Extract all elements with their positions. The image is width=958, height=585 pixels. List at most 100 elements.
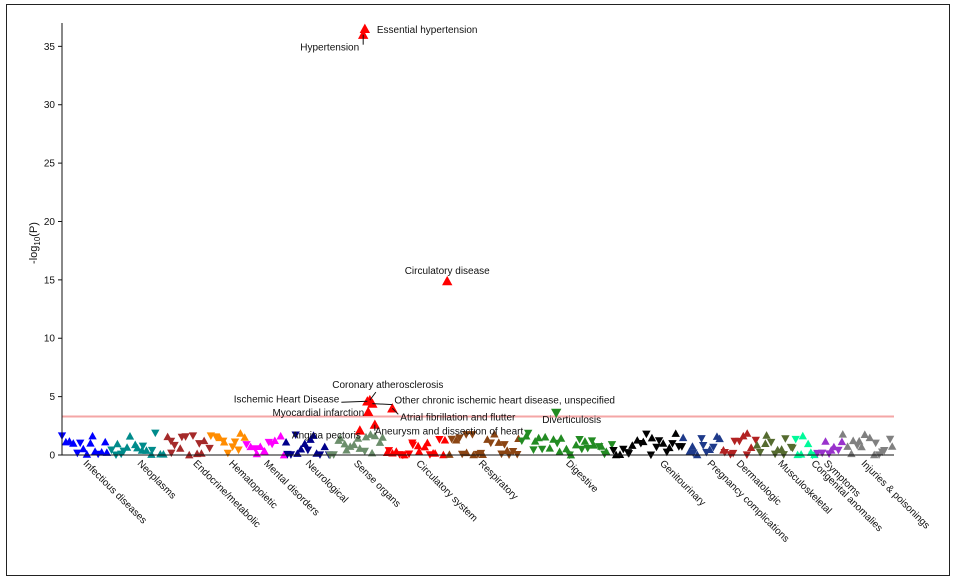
background-point [306,435,315,443]
y-tick-label: 0 [49,451,55,462]
background-point [796,450,806,458]
label-leader-line [369,391,377,401]
background-point [803,439,813,448]
background-point [205,444,214,453]
background-point [556,434,566,442]
background-point [468,431,477,439]
background-point [642,430,651,439]
background-point [583,444,592,453]
background-point [575,436,584,444]
labeled-point [442,275,453,286]
x-category-label: Genitourinary [657,458,707,508]
background-point [709,443,718,452]
point-label: Aneurysm and dissection of heart [375,427,524,438]
background-point [705,445,714,454]
svg-text:-log10(P): -log10(P) [28,222,42,264]
background-point [619,445,628,454]
labeled-point [354,425,366,435]
background-point [223,449,233,458]
x-category-label: Neoplasms [135,458,178,501]
background-point [236,429,245,437]
background-point [843,442,852,450]
background-point [720,448,729,457]
background-point [300,439,309,448]
background-point [107,446,116,455]
y-tick-label: 15 [44,275,56,286]
background-point [534,433,543,442]
background-point [587,437,597,445]
background-point [451,435,461,444]
background-point [336,433,345,442]
background-point [781,435,790,443]
background-point [562,444,571,453]
background-point [88,431,97,440]
point-label: Circulatory disease [405,266,490,277]
background-point [73,449,82,458]
background-point [798,431,807,440]
background-point [871,439,880,448]
y-tick-label: 25 [44,159,56,170]
background-point [199,436,209,445]
background-point [577,445,587,454]
background-point [762,431,771,439]
point-label: Atrial fibrillation and flutter [400,412,516,423]
point-label: Ischemic Heart Disease [234,394,340,405]
background-point [715,434,724,443]
background-point [82,450,92,458]
category-points-dermatologic [719,429,760,459]
point-label: Coronary atherosclerosis [332,380,443,391]
point-label: Angina pectoris [292,430,361,441]
category-points-respiratory [445,429,523,459]
chart-frame: -log10(P) 0 5 10 15 20 25 30 35 Infectious disea… [6,4,950,576]
background-point [688,442,697,450]
background-point [668,440,677,448]
labeled-point [359,23,371,33]
background-point [340,439,349,448]
background-point [847,449,856,458]
label-leader-line [391,407,399,415]
background-point [303,446,313,455]
background-point [860,430,869,438]
background-point [370,431,380,440]
labeled-point [551,408,562,419]
background-point [320,442,329,451]
background-point [435,436,444,444]
background-point [420,442,430,451]
background-point [138,442,148,451]
background-point [545,444,554,452]
background-point [291,431,300,440]
background-point [728,449,738,458]
labeled-point [357,29,369,39]
category-points-genitourinary [609,429,687,460]
background-point [69,439,78,447]
background-point [665,443,674,452]
point-label: Essential hypertension [377,25,478,36]
background-point [159,450,168,458]
background-point [361,432,371,441]
background-point [296,444,306,453]
background-point [885,435,895,444]
background-point [309,431,318,439]
background-point [252,449,262,458]
y-tick-label: 5 [49,392,55,403]
background-point [360,447,369,456]
category-points-musculoskeletal [752,431,797,459]
background-point [462,448,471,457]
category-points-digestive [517,429,617,460]
point-label: Hypertension [300,43,359,54]
category-points-symptoms [813,437,847,458]
background-point [382,448,392,456]
background-point [821,437,830,445]
background-point [188,432,198,440]
background-point [242,441,251,449]
category-points-injuries-poisonings [838,430,897,459]
background-point [260,447,270,456]
y-axis-title-suffix: (P) [28,222,40,237]
background-point [855,436,864,445]
background-point [887,442,897,450]
background-point [654,437,664,445]
background-point [230,438,240,447]
background-point [628,441,637,449]
background-point [440,435,450,444]
